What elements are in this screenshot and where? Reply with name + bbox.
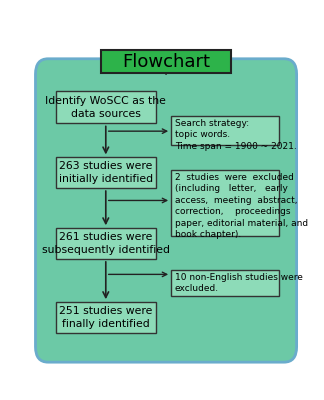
Text: Identify WoSCC as the
data sources: Identify WoSCC as the data sources bbox=[45, 96, 166, 119]
FancyBboxPatch shape bbox=[171, 170, 279, 236]
FancyBboxPatch shape bbox=[56, 157, 156, 188]
Text: 261 studies were
subsequently identified: 261 studies were subsequently identified bbox=[42, 232, 170, 255]
FancyBboxPatch shape bbox=[56, 302, 156, 333]
FancyBboxPatch shape bbox=[36, 59, 297, 362]
FancyBboxPatch shape bbox=[171, 116, 279, 145]
Text: Search strategy:
topic words.
Time span = 1900 ~ 2021.: Search strategy: topic words. Time span … bbox=[175, 119, 296, 151]
FancyBboxPatch shape bbox=[56, 228, 156, 259]
Text: 263 studies were
initially identified: 263 studies were initially identified bbox=[59, 161, 153, 184]
Text: 251 studies were
finally identified: 251 studies were finally identified bbox=[59, 306, 153, 329]
Text: 10 non-English studies were
excluded.: 10 non-English studies were excluded. bbox=[175, 273, 303, 293]
Text: Flowchart: Flowchart bbox=[122, 53, 210, 71]
FancyBboxPatch shape bbox=[56, 91, 156, 124]
Text: 2  studies  were  excluded
(including   letter,   early
access,  meeting  abstra: 2 studies were excluded (including lette… bbox=[175, 173, 308, 239]
FancyBboxPatch shape bbox=[101, 50, 231, 74]
FancyBboxPatch shape bbox=[171, 270, 279, 296]
